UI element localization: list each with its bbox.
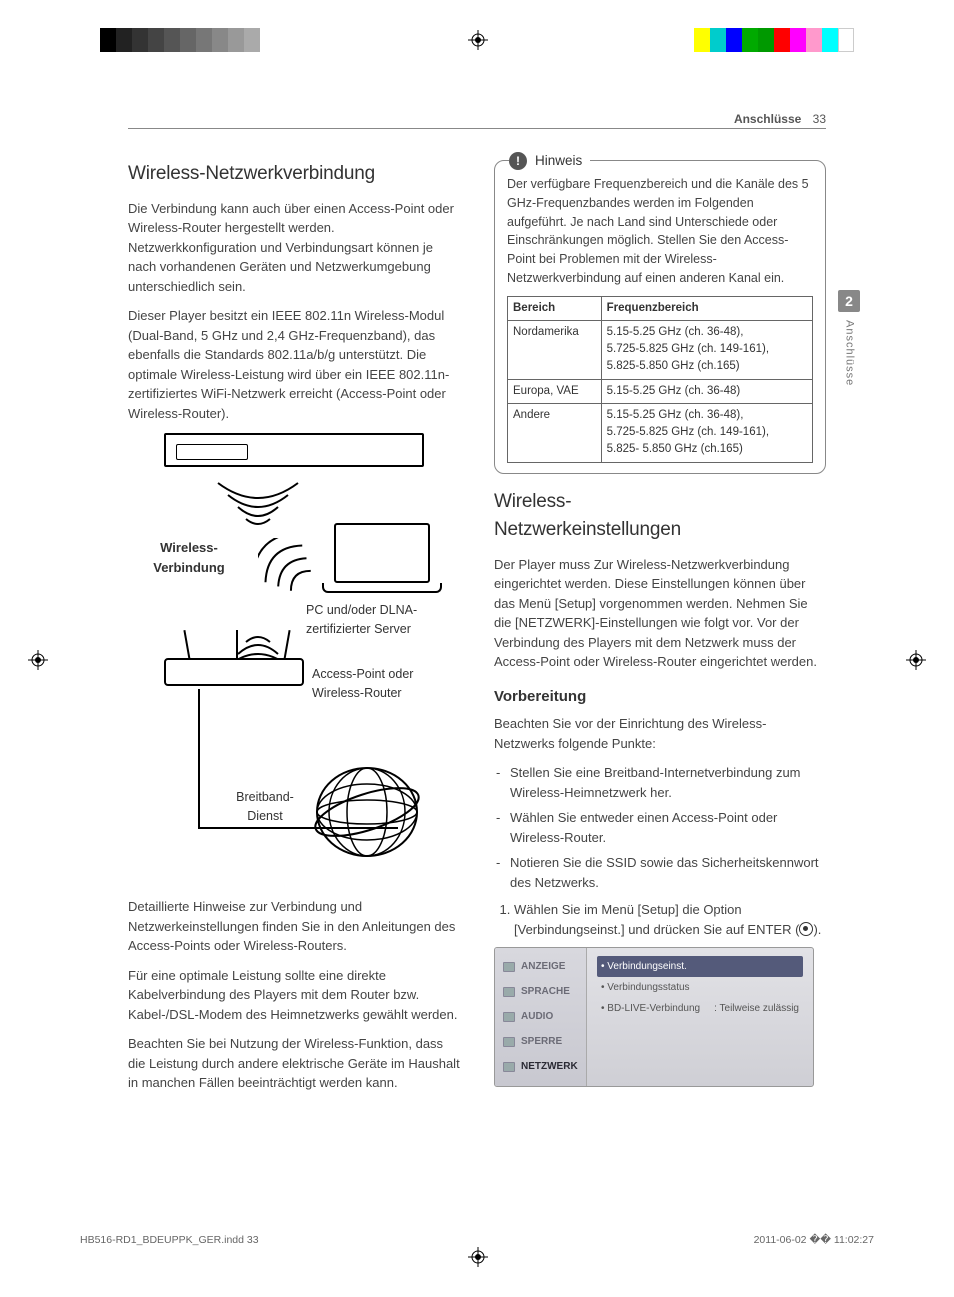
osd-sidebar-label: ANZEIGE: [521, 959, 565, 974]
preparation-list: Stellen Sie eine Breitband-Internetverbi…: [494, 763, 826, 892]
paragraph: Detaillierte Hinweise zur Verbindung und…: [128, 897, 460, 956]
osd-row: • BD-LIVE-Verbindung : Teilweise zulässig: [597, 998, 803, 1019]
page-number: 33: [813, 112, 826, 126]
footer-file: HB516-RD1_BDEUPPK_GER.indd 33: [80, 1233, 259, 1249]
diagram-label-broadband: Breitband- Dienst: [220, 788, 310, 826]
header-rule: [128, 128, 826, 129]
note-title: ! Hinweis: [509, 151, 590, 171]
paragraph: Dieser Player besitzt ein IEEE 802.11n W…: [128, 306, 460, 423]
table-cell: Europa, VAE: [508, 379, 602, 403]
list-item: Stellen Sie eine Breitband-Internetverbi…: [494, 763, 826, 802]
step-text-tail: ).: [813, 922, 821, 937]
print-footer: HB516-RD1_BDEUPPK_GER.indd 33 2011-06-02…: [80, 1233, 874, 1249]
network-diagram: Wireless- Verbindung PC und/oder DLNA-ze…: [128, 433, 460, 883]
chapter-number: 2: [838, 290, 860, 312]
table-cell: 5.15-5.25 GHz (ch. 36-48), 5.725-5.825 G…: [601, 320, 812, 379]
colorbar-left: [100, 28, 260, 52]
th-freq: Frequenzbereich: [601, 296, 812, 320]
menu-icon: [503, 1062, 515, 1072]
enter-icon: [799, 922, 813, 936]
table-cell: 5.15-5.25 GHz (ch. 36-48), 5.725-5.825 G…: [601, 403, 812, 462]
registration-mark: [28, 650, 48, 670]
side-tab: 2 Anschlüsse: [838, 290, 860, 386]
menu-icon: [503, 1012, 515, 1022]
osd-sidebar-label: AUDIO: [521, 1009, 553, 1024]
step-text: Wählen Sie im Menü [Setup] die Option [V…: [514, 902, 799, 937]
diagram-label-pc: PC und/oder DLNA-zertifizierter Server: [306, 601, 461, 639]
footer-timestamp: 2011-06-02 �� 11:02:27: [754, 1233, 874, 1249]
table-cell: 5.15-5.25 GHz (ch. 36-48): [601, 379, 812, 403]
paragraph: Für eine optimale Leistung sollte eine d…: [128, 966, 460, 1025]
chapter-label: Anschlüsse: [841, 320, 858, 386]
osd-main: • Verbindungseinst. • Verbindungsstatus • …: [587, 948, 813, 1086]
osd-sidebar-item: ANZEIGE: [495, 954, 586, 979]
right-column: ! Hinweis Der verfügbare Frequenzbereich…: [494, 160, 826, 1197]
osd-sidebar-item: SPRACHE: [495, 979, 586, 1004]
heading-wireless-settings: Wireless- Netzwerkeinstellungen: [494, 488, 826, 545]
menu-icon: [503, 1087, 515, 1088]
osd-row-label: • Verbindungsstatus: [601, 980, 690, 995]
osd-screenshot: ANZEIGE SPRACHE AUDIO SPERRE NETZWERK WEITERE…: [494, 947, 814, 1087]
osd-row: • Verbindungseinst.: [597, 956, 803, 977]
note-body: Der verfügbare Frequenzbereich und die K…: [507, 175, 813, 288]
osd-row-label: • Verbindungseinst.: [601, 959, 687, 974]
osd-sidebar-item: NETZWERK: [495, 1054, 586, 1079]
osd-row-value: : Teilweise zulässig: [714, 1001, 799, 1016]
player-device-icon: [164, 433, 424, 467]
osd-sidebar-label: NETZWERK: [521, 1059, 578, 1074]
step-item: Wählen Sie im Menü [Setup] die Option [V…: [514, 900, 826, 939]
paragraph: Beachten Sie bei Nutzung der Wireless-Fu…: [128, 1034, 460, 1093]
menu-icon: [503, 962, 515, 972]
left-column: Wireless-Netzwerkverbindung Die Verbindu…: [128, 160, 460, 1197]
menu-icon: [503, 987, 515, 997]
th-region: Bereich: [508, 296, 602, 320]
frequency-table: Bereich Frequenzbereich Nordamerika5.15-…: [507, 296, 813, 463]
osd-sidebar-item: AUDIO: [495, 1004, 586, 1029]
osd-row: • Verbindungsstatus: [597, 977, 803, 998]
globe-icon: [312, 757, 422, 873]
note-title-text: Hinweis: [535, 151, 582, 171]
osd-sidebar-item: SPERRE: [495, 1029, 586, 1054]
paragraph: Der Player muss Zur Wireless-Netzwerkver…: [494, 555, 826, 672]
paragraph: Beachten Sie vor der Einrichtung des Wir…: [494, 714, 826, 753]
section-name: Anschlüsse: [734, 112, 801, 126]
table-cell: Andere: [508, 403, 602, 462]
diagram-label-connection: Wireless- Verbindung: [134, 538, 244, 577]
subheading-preparation: Vorbereitung: [494, 686, 826, 709]
osd-sidebar-label: WEITERE: [521, 1084, 567, 1087]
colorbar-right: [694, 28, 854, 52]
list-item: Wählen Sie entweder einen Access-Point o…: [494, 808, 826, 847]
osd-sidebar-item: WEITERE: [495, 1079, 586, 1087]
table-cell: Nordamerika: [508, 320, 602, 379]
note-box: ! Hinweis Der verfügbare Frequenzbereich…: [494, 160, 826, 474]
osd-sidebar-label: SPERRE: [521, 1034, 562, 1049]
running-head: Anschlüsse 33: [734, 110, 826, 128]
menu-icon: [503, 1037, 515, 1047]
osd-row-label: • BD-LIVE-Verbindung: [601, 1001, 700, 1016]
registration-mark: [468, 30, 488, 50]
registration-mark: [468, 1247, 488, 1267]
osd-sidebar-label: SPRACHE: [521, 984, 570, 999]
router-icon: [164, 658, 304, 686]
steps-list: Wählen Sie im Menü [Setup] die Option [V…: [494, 900, 826, 939]
info-icon: !: [509, 152, 527, 170]
paragraph: Die Verbindung kann auch über einen Acce…: [128, 199, 460, 297]
osd-sidebar: ANZEIGE SPRACHE AUDIO SPERRE NETZWERK WEITERE: [495, 948, 587, 1086]
heading-wireless-connection: Wireless-Netzwerkverbindung: [128, 160, 460, 189]
registration-mark: [906, 650, 926, 670]
laptop-icon: [322, 523, 442, 595]
list-item: Notieren Sie die SSID sowie das Sicherhe…: [494, 853, 826, 892]
